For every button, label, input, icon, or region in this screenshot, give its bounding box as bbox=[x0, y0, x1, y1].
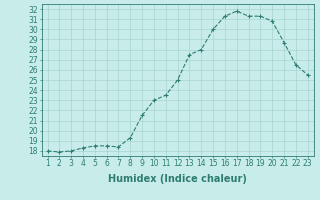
X-axis label: Humidex (Indice chaleur): Humidex (Indice chaleur) bbox=[108, 174, 247, 184]
